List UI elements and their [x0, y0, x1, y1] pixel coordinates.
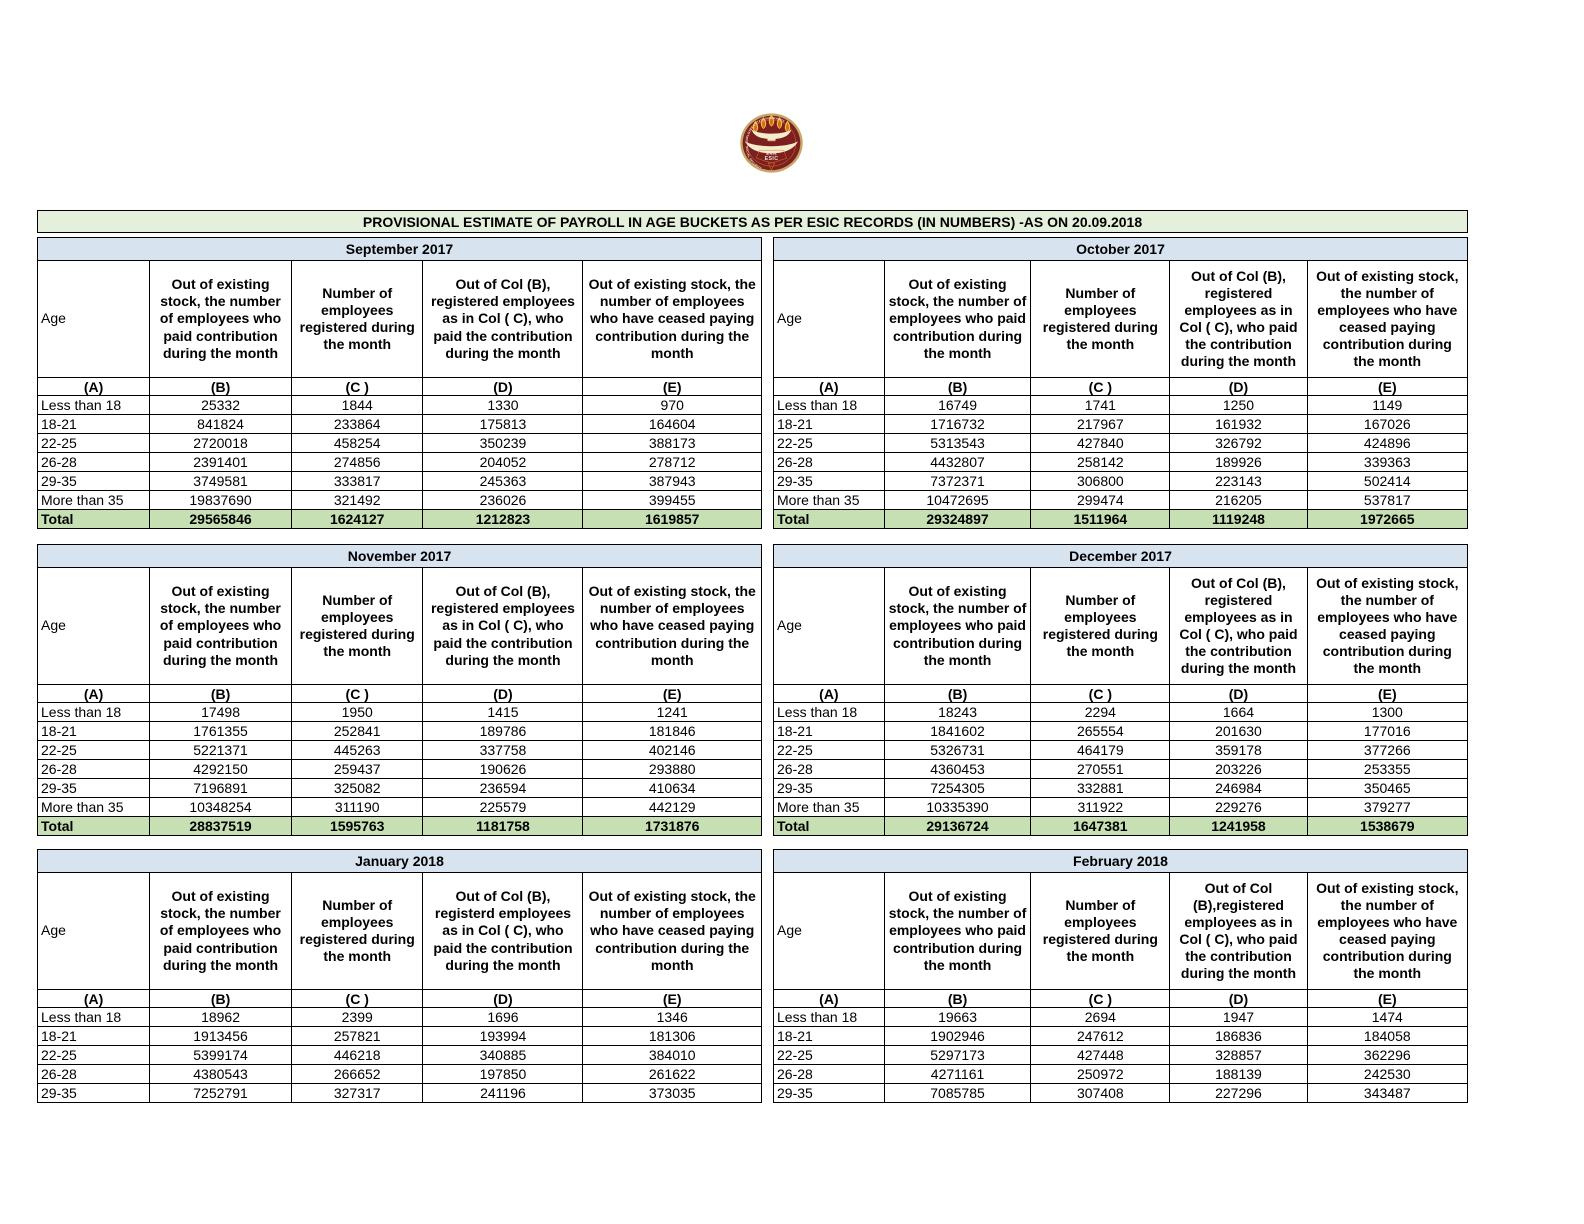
svg-text:ESIC: ESIC — [765, 156, 779, 162]
svg-text:अ.भ.नि.: अ.भ.नि. — [766, 151, 777, 156]
